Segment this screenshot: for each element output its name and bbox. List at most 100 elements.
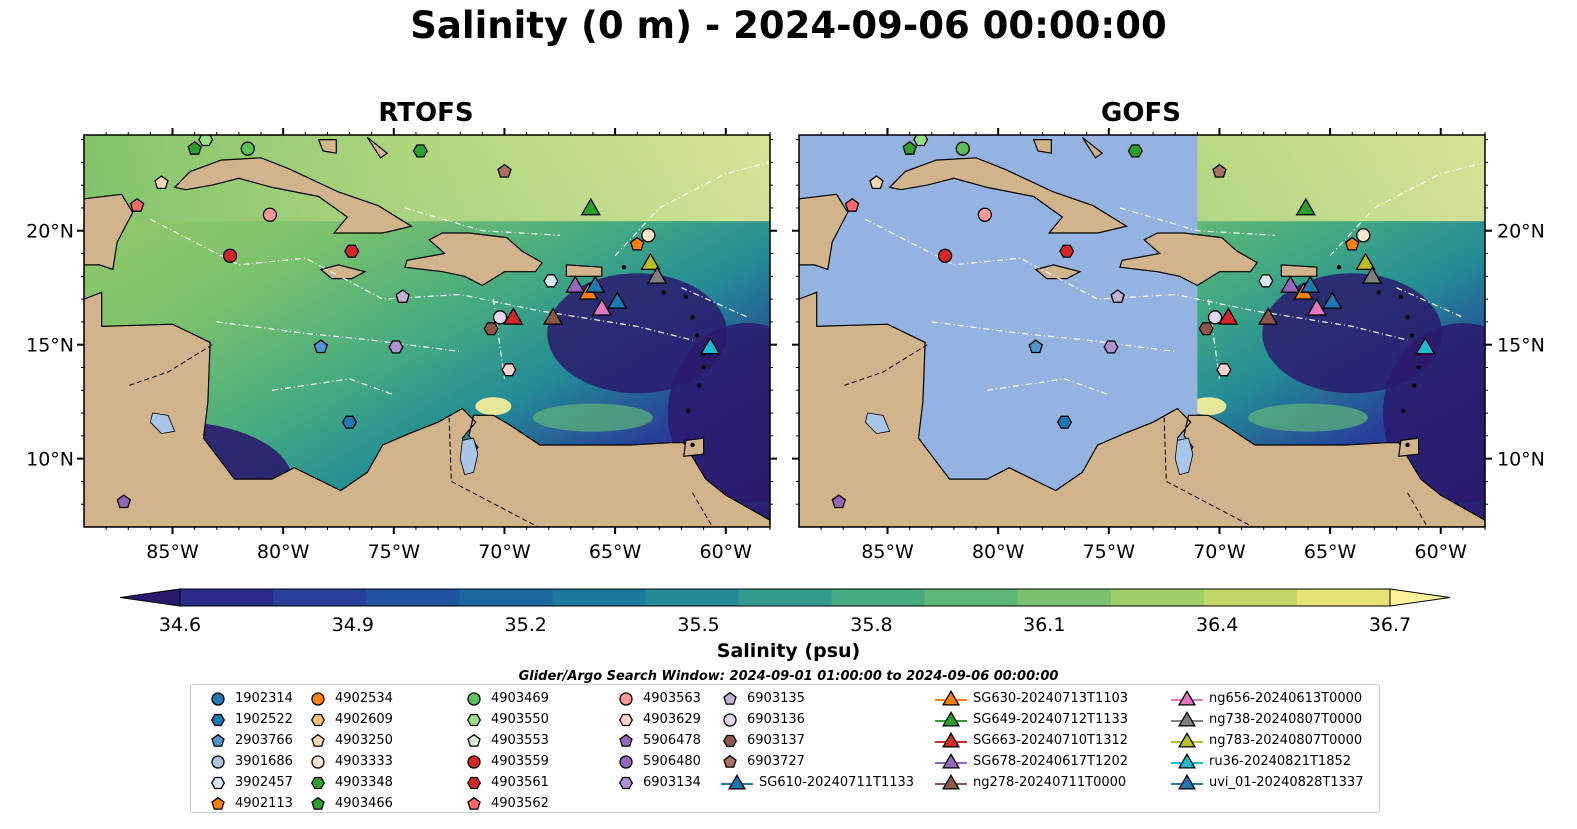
- colorbar-tick-label: 35.2: [504, 614, 547, 636]
- island: [661, 290, 666, 295]
- lat-tick-label: 15°N: [26, 335, 74, 357]
- island: [1409, 333, 1415, 338]
- argo-float-4902113: [1344, 236, 1360, 251]
- land-mass: [949, 135, 997, 136]
- legend-marker: [1171, 774, 1203, 790]
- colorbar-bin: [1296, 589, 1391, 606]
- legend-symbol: [211, 733, 225, 747]
- glider-SG663-20240710T1312: [1218, 307, 1239, 325]
- land-mass: [565, 264, 603, 277]
- island: [685, 408, 691, 413]
- lon-tick-label: 85°W: [146, 541, 199, 563]
- argo-float-6903135: [1110, 289, 1125, 303]
- legend-symbol: [311, 692, 325, 706]
- legend-symbol: [619, 755, 633, 769]
- lon-tick-label: 85°W: [861, 541, 914, 563]
- legend-marker: [618, 776, 634, 790]
- land-mass: [683, 437, 705, 457]
- island: [694, 333, 700, 338]
- colorbar-bin: [552, 589, 646, 606]
- legend-symbol: [311, 755, 325, 769]
- legend-label: uvi_01-20240828T1337: [1209, 775, 1364, 790]
- island: [701, 365, 706, 370]
- island: [1405, 315, 1410, 320]
- land-mass: [1034, 264, 1082, 280]
- land-mass: [1119, 232, 1258, 287]
- country-border: [448, 417, 540, 527]
- main-title: Salinity (0 m) - 2024-09-06 00:00:00: [410, 4, 1167, 47]
- legend-marker: [1171, 711, 1203, 727]
- colorbar-bin: [645, 589, 739, 606]
- map-frame: [798, 134, 1486, 528]
- argo-float-1902314: [1484, 171, 1485, 177]
- country-border: [843, 344, 928, 387]
- legend-label: 4903553: [491, 733, 549, 748]
- legend-marker: [211, 796, 225, 810]
- legend-triangle: [941, 732, 961, 748]
- glider-SG649-20240712T1133: [1295, 197, 1316, 216]
- legend-label: 3902457: [235, 775, 293, 790]
- legend-symbol: [467, 796, 481, 810]
- legend-symbol: [466, 776, 482, 790]
- colorbar-tick-label: 36.1: [1023, 614, 1066, 636]
- lat-tick-label: 15°N: [1497, 335, 1545, 357]
- legend-marker: [723, 691, 737, 705]
- legend-symbol: [210, 713, 226, 727]
- argo-float-6903134: [1103, 340, 1119, 354]
- legend-marker: [935, 711, 967, 727]
- glider-SG610-20240711T1133: [1322, 291, 1343, 309]
- glider-ng783-20240807T0000: [640, 252, 661, 271]
- argo-float-4902113: [629, 236, 645, 251]
- legend-marker: [211, 692, 225, 706]
- island: [1416, 365, 1421, 370]
- lon-tick-label: 75°W: [1083, 541, 1136, 563]
- glider-ng278-20240711T0000: [1257, 307, 1279, 325]
- argo-float-4903348: [412, 144, 428, 158]
- argo-float-4903562: [129, 197, 145, 212]
- panel-title-gofs: GOFS: [1101, 98, 1181, 128]
- eez-boundary: [404, 207, 560, 236]
- legend-label: 1902314: [235, 691, 293, 706]
- legend-symbol: [310, 776, 326, 790]
- legend-label: 6903137: [747, 733, 805, 748]
- legend-marker: [723, 754, 737, 768]
- colorbar-tick-label: 34.6: [158, 614, 202, 636]
- legend-label: SG610-20240711T1133: [759, 775, 915, 790]
- legend-triangle: [1177, 774, 1197, 790]
- argo-float-4903250: [869, 175, 884, 190]
- land-mass: [366, 136, 389, 159]
- legend-marker: [310, 776, 326, 790]
- argo-float-6903137: [1198, 322, 1214, 336]
- glider-ru36-20240821T1852: [700, 336, 721, 355]
- colorbar-bin: [366, 589, 460, 606]
- island: [1376, 290, 1381, 295]
- argo-float-4903333: [1356, 228, 1371, 243]
- colorbar-bin: [738, 589, 833, 606]
- legend-label: SG649-20240712T1133: [973, 712, 1129, 727]
- island: [683, 294, 689, 300]
- land-mass: [173, 157, 414, 234]
- argo-float-4903348: [1127, 144, 1143, 158]
- glider-ng278-20240711T0000: [542, 307, 564, 325]
- glider-ng656-20240613T0000: [591, 298, 612, 316]
- island: [621, 264, 627, 270]
- argo-float-4903550: [913, 135, 929, 147]
- land-mass: [1081, 136, 1104, 159]
- legend-label: 4903250: [335, 733, 393, 748]
- argo-float-4903629: [501, 363, 517, 377]
- legend-triangle: [941, 690, 961, 706]
- eez-boundary: [931, 321, 1176, 353]
- legend-marker: [211, 755, 225, 769]
- argo-float-4903563: [262, 207, 278, 222]
- lon-tick-label: 70°W: [1193, 541, 1246, 563]
- legend-marker: [935, 774, 967, 790]
- legend-label: SG630-20240713T1103: [973, 691, 1129, 706]
- colorbar-ticks: 34.6 34.9 35.2 35.5 35.8 36.1 36.4 36.7: [0, 614, 1577, 640]
- legend-marker: [619, 755, 633, 769]
- legend-marker: [311, 755, 325, 769]
- legend-triangle: [941, 753, 961, 769]
- island: [1411, 383, 1417, 388]
- land-mass: [1280, 264, 1318, 277]
- island: [1398, 294, 1404, 300]
- legend-label: ng656-20240613T0000: [1209, 691, 1363, 706]
